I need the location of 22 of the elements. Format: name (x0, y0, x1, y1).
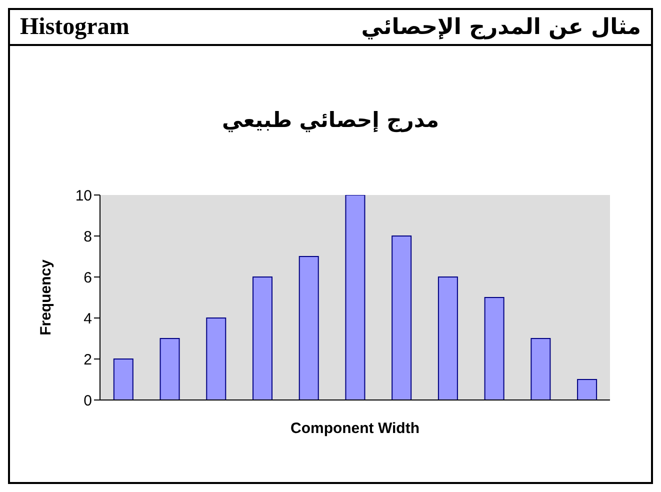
bar (530, 338, 551, 400)
bar (484, 297, 504, 400)
x-axis-title: Component Width (290, 420, 420, 437)
y-axis-title: Frequency (37, 258, 54, 336)
bar (298, 256, 319, 400)
bar (577, 379, 598, 400)
chart-title: مدرج إحصائي طبيعي (220, 108, 440, 134)
bar (392, 236, 412, 400)
y-tick-label: 4 (84, 310, 92, 328)
bar (345, 195, 366, 400)
bar (252, 276, 272, 400)
bar (113, 358, 134, 400)
text: Histogram (20, 14, 130, 40)
bar (206, 318, 226, 400)
y-tick-label: 6 (84, 269, 92, 286)
y-tick-label: 2 (84, 351, 92, 368)
y-tick-label: 0 (84, 392, 92, 410)
bar (160, 338, 180, 400)
y-tick-label: 8 (84, 228, 92, 246)
bar (438, 276, 458, 400)
y-tick-label: 10 (75, 187, 92, 204)
text: مثال عن المدرج الإحصائي (361, 14, 641, 40)
